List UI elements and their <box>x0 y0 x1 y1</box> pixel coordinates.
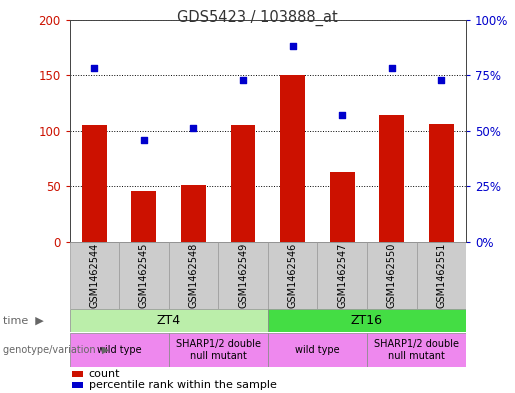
Bar <box>70 309 268 332</box>
Point <box>90 65 98 72</box>
Point <box>239 77 247 83</box>
Text: GSM1462550: GSM1462550 <box>387 242 397 308</box>
Bar <box>231 125 255 242</box>
Point <box>190 125 198 132</box>
Bar <box>72 371 82 377</box>
Bar <box>218 242 268 309</box>
Text: GSM1462548: GSM1462548 <box>188 242 198 308</box>
Bar <box>168 333 268 367</box>
Bar <box>280 75 305 242</box>
Text: GDS5423 / 103888_at: GDS5423 / 103888_at <box>177 10 338 26</box>
Bar <box>268 309 466 332</box>
Bar <box>380 115 404 242</box>
Bar <box>330 172 354 242</box>
Text: SHARP1/2 double
null mutant: SHARP1/2 double null mutant <box>176 339 261 361</box>
Text: GSM1462547: GSM1462547 <box>337 242 347 308</box>
Bar <box>268 242 317 309</box>
Bar <box>119 242 168 309</box>
Text: wild type: wild type <box>97 345 142 355</box>
Bar <box>417 242 466 309</box>
Bar <box>367 333 466 367</box>
Text: GSM1462546: GSM1462546 <box>287 242 298 308</box>
Text: time  ▶: time ▶ <box>3 316 43 326</box>
Text: ZT16: ZT16 <box>351 314 383 327</box>
Text: SHARP1/2 double
null mutant: SHARP1/2 double null mutant <box>374 339 459 361</box>
Bar <box>70 242 119 309</box>
Text: wild type: wild type <box>295 345 340 355</box>
Text: GSM1462545: GSM1462545 <box>139 242 149 308</box>
Text: percentile rank within the sample: percentile rank within the sample <box>89 380 277 390</box>
Bar <box>72 382 82 388</box>
Text: ZT4: ZT4 <box>157 314 181 327</box>
Bar <box>70 333 168 367</box>
Text: count: count <box>89 369 120 379</box>
Point <box>288 43 297 50</box>
Bar <box>131 191 156 242</box>
Bar <box>317 242 367 309</box>
Bar <box>168 242 218 309</box>
Text: genotype/variation  ▶: genotype/variation ▶ <box>3 345 109 355</box>
Bar <box>82 125 107 242</box>
Bar <box>367 242 417 309</box>
Point <box>388 65 396 72</box>
Point <box>437 77 445 83</box>
Point <box>338 112 346 118</box>
Bar <box>181 185 206 242</box>
Point <box>140 136 148 143</box>
Text: GSM1462544: GSM1462544 <box>89 242 99 308</box>
Text: GSM1462551: GSM1462551 <box>436 242 447 308</box>
Text: GSM1462549: GSM1462549 <box>238 242 248 308</box>
Bar <box>268 333 367 367</box>
Bar <box>429 124 454 242</box>
